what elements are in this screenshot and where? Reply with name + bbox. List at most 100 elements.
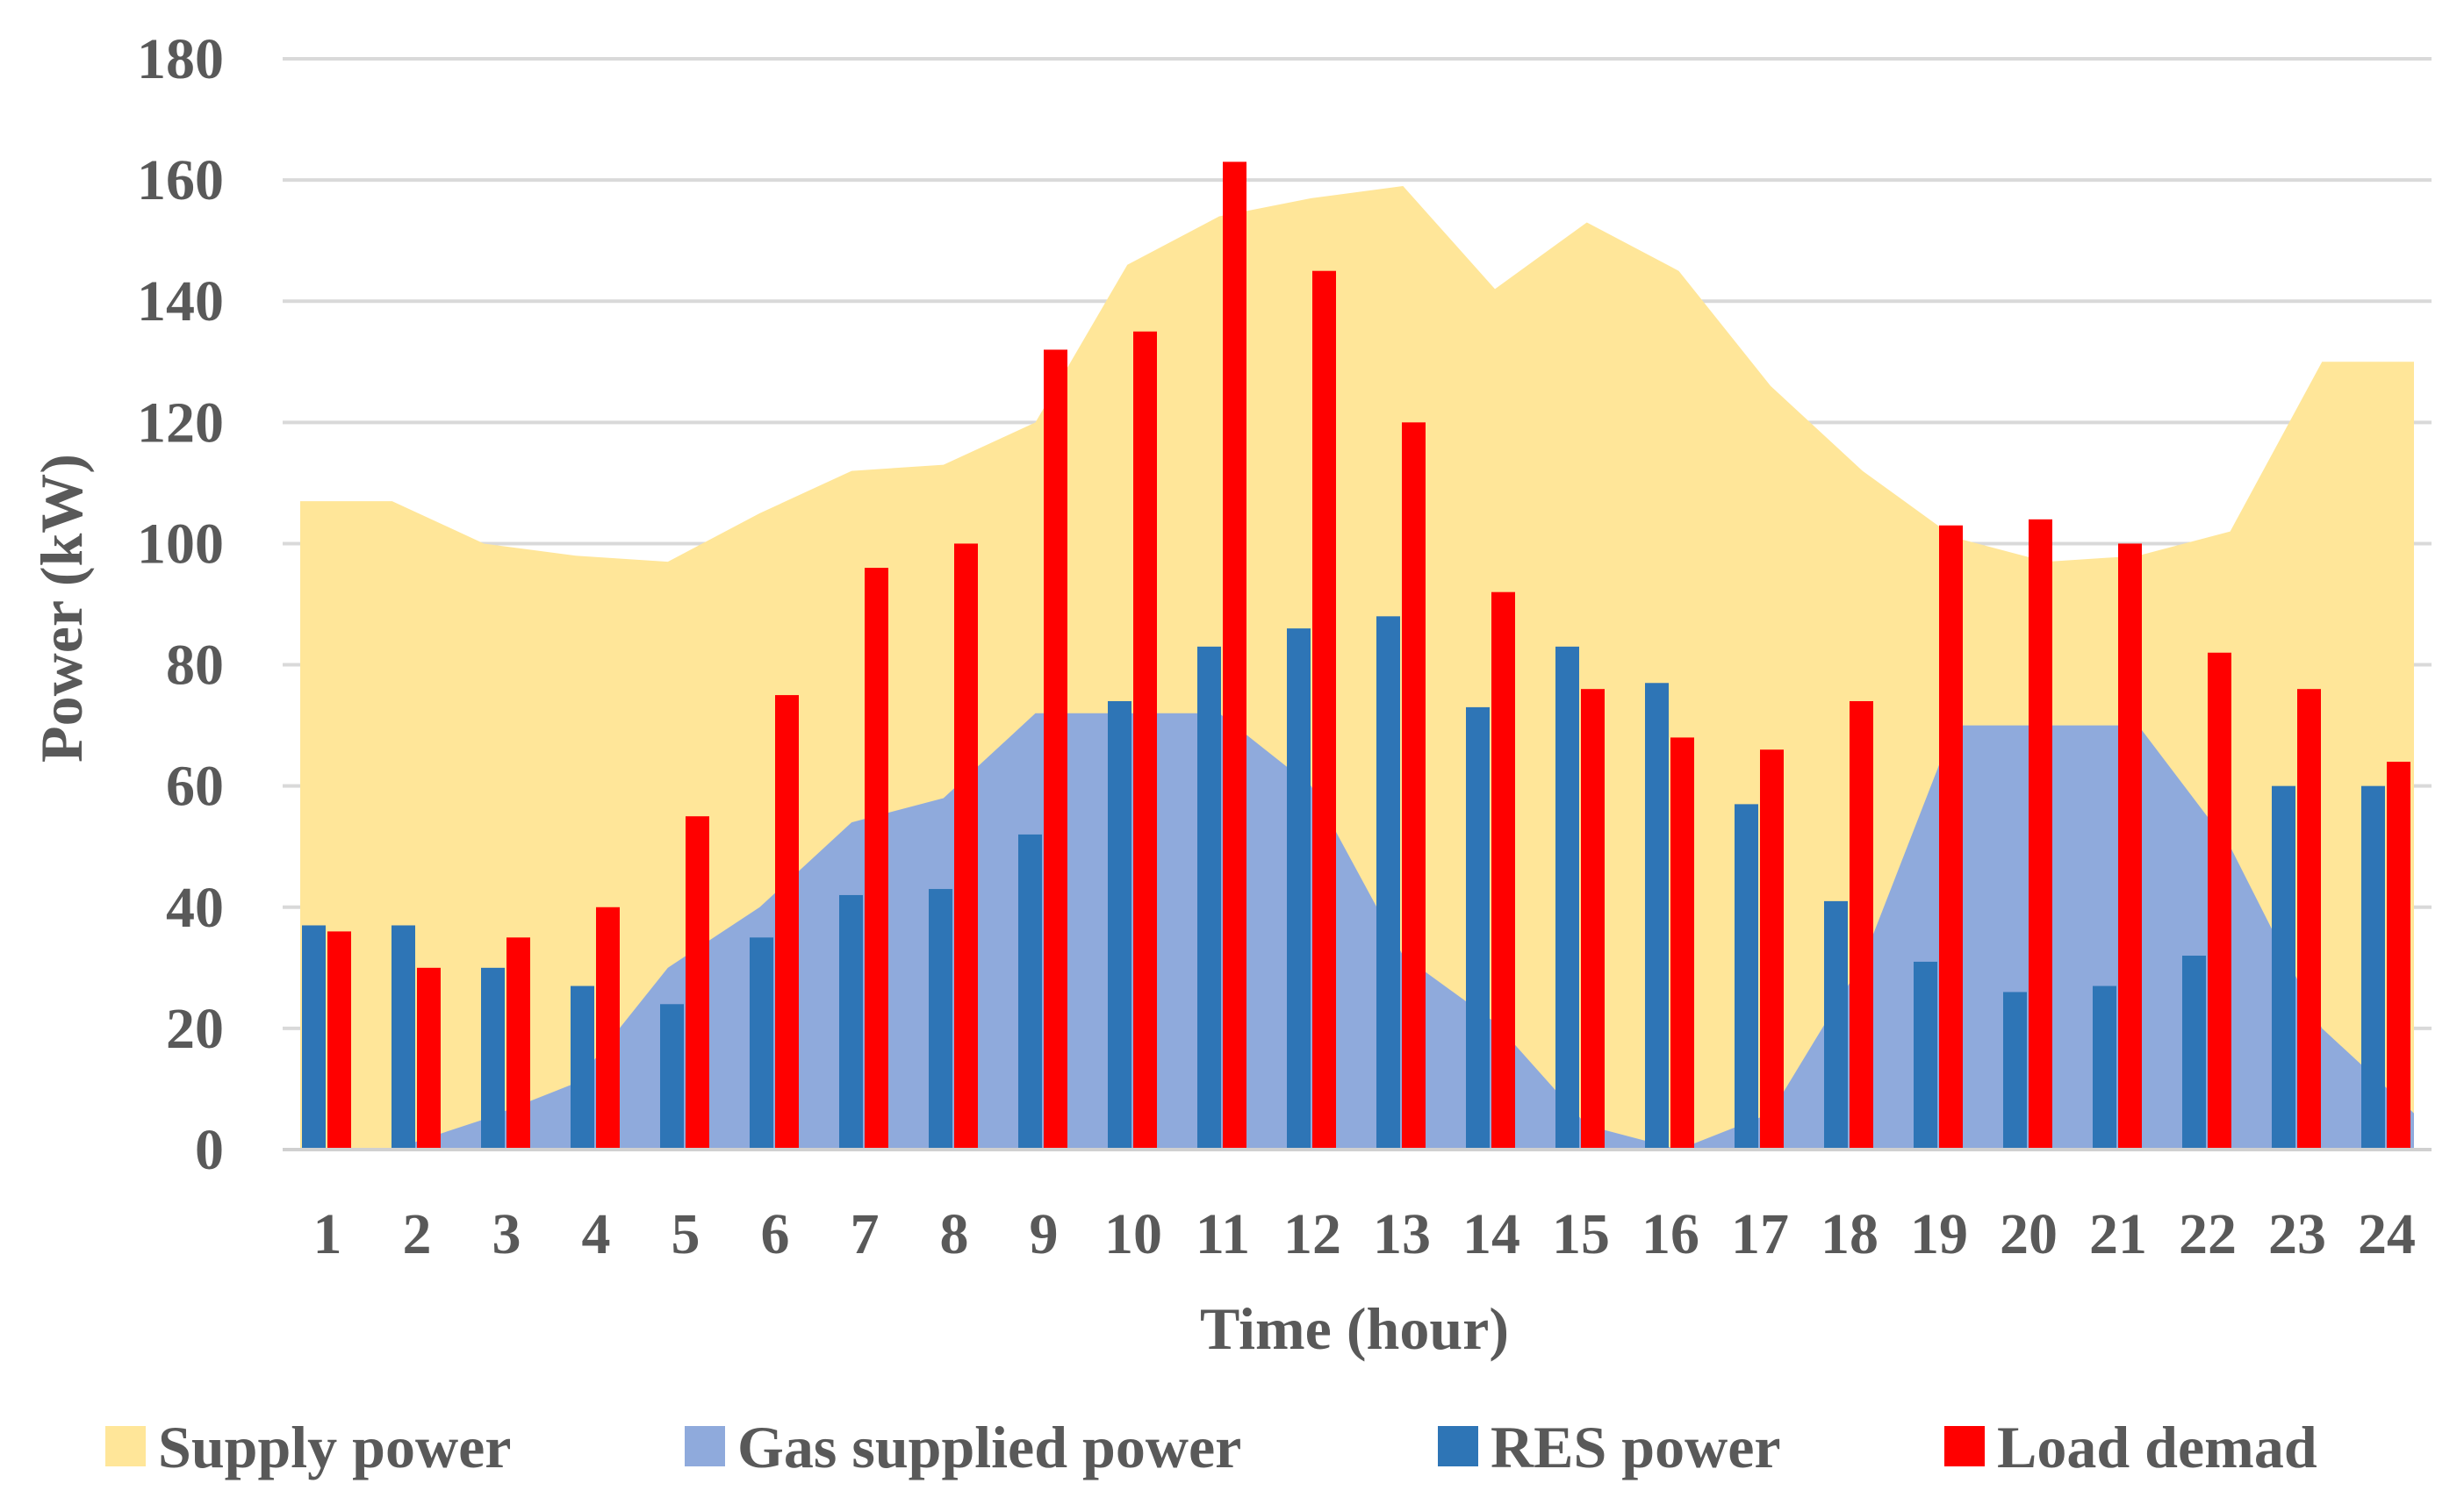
- x-tick-label: 13: [1373, 1202, 1431, 1266]
- bar-load-demad-10: [1133, 331, 1157, 1150]
- bar-load-demad-24: [2387, 762, 2410, 1150]
- bar-res-power-4: [571, 985, 594, 1150]
- bar-res-power-24: [2361, 785, 2385, 1150]
- bar-res-power-15: [1555, 646, 1579, 1150]
- x-tick-label: 17: [1731, 1202, 1789, 1266]
- x-tick-label: 15: [1552, 1202, 1610, 1266]
- legend-label-supply-power: Supply power: [158, 1414, 511, 1480]
- legend-swatch-gas-supplied-power: [685, 1426, 725, 1466]
- legend-swatch-res-power: [1438, 1426, 1478, 1466]
- x-tick-label: 5: [672, 1202, 700, 1266]
- bar-load-demad-17: [1760, 749, 1784, 1150]
- x-tick-label: 20: [2000, 1202, 2058, 1266]
- x-tick-labels: 1 2 3 4 5 6 7 8 9 10 11 12 13 14 15 16 17 18 19 20 21 22 23 24: [313, 1202, 2417, 1266]
- x-tick-label: 16: [1641, 1202, 1699, 1266]
- bar-res-power-2: [392, 925, 415, 1150]
- bar-load-demad-15: [1581, 689, 1605, 1150]
- y-tick-label: 60: [166, 755, 224, 819]
- x-tick-label: 6: [761, 1202, 790, 1266]
- bar-load-demad-11: [1223, 161, 1246, 1150]
- bar-res-power-23: [2272, 785, 2295, 1150]
- bar-load-demad-5: [686, 816, 709, 1150]
- bar-res-power-7: [839, 894, 863, 1150]
- bar-load-demad-4: [596, 907, 620, 1150]
- bar-load-demad-13: [1402, 422, 1426, 1150]
- bar-load-demad-6: [775, 695, 799, 1150]
- bar-load-demad-22: [2208, 652, 2231, 1150]
- y-tick-labels: 0 20 40 60 80 100 120 140 160 180: [137, 27, 224, 1182]
- bar-res-power-18: [1824, 900, 1848, 1150]
- bar-load-demad-1: [327, 931, 351, 1150]
- y-tick-label: 20: [166, 997, 224, 1061]
- bar-res-power-16: [1645, 683, 1669, 1150]
- bar-res-power-10: [1108, 700, 1131, 1150]
- x-tick-label: 2: [403, 1202, 432, 1266]
- x-tick-label: 24: [2358, 1202, 2416, 1266]
- y-tick-label: 40: [166, 876, 224, 940]
- y-axis-title: Power (kW): [28, 454, 95, 763]
- x-tick-label: 18: [1821, 1202, 1879, 1266]
- bar-load-demad-3: [506, 937, 530, 1150]
- bar-load-demad-21: [2118, 543, 2142, 1150]
- area-gas-supplied-power: [300, 713, 2414, 1150]
- x-tick-label: 1: [313, 1202, 342, 1266]
- bar-res-power-11: [1197, 646, 1221, 1150]
- legend-swatch-supply-power: [105, 1426, 146, 1466]
- bar-load-demad-19: [1939, 525, 1963, 1150]
- bar-load-demad-16: [1670, 737, 1694, 1150]
- x-tick-label: 21: [2089, 1202, 2147, 1266]
- y-tick-label: 160: [137, 148, 224, 212]
- x-tick-label: 4: [582, 1202, 611, 1266]
- legend-swatch-load-demad: [1944, 1426, 1985, 1466]
- x-tick-label: 22: [2179, 1202, 2237, 1266]
- bar-res-power-5: [660, 1004, 684, 1150]
- bar-series: [302, 161, 2410, 1150]
- x-tick-label: 19: [1910, 1202, 1968, 1266]
- bar-load-demad-7: [865, 568, 888, 1150]
- x-tick-label: 8: [940, 1202, 969, 1266]
- bar-res-power-21: [2093, 985, 2116, 1150]
- x-tick-label: 9: [1030, 1202, 1059, 1266]
- bar-load-demad-12: [1312, 270, 1336, 1150]
- y-tick-label: 100: [137, 512, 224, 576]
- area-series: [300, 186, 2414, 1150]
- x-axis-title: Time (hour): [1200, 1295, 1509, 1362]
- legend-label-load-demad: Load demad: [1997, 1414, 2317, 1480]
- bar-load-demad-18: [1850, 700, 1873, 1150]
- bar-load-demad-23: [2297, 689, 2321, 1150]
- y-tick-label: 120: [137, 391, 224, 455]
- bar-load-demad-2: [417, 967, 441, 1150]
- bar-res-power-3: [481, 967, 505, 1150]
- x-tick-label: 10: [1104, 1202, 1162, 1266]
- x-tick-label: 7: [851, 1202, 880, 1266]
- bar-res-power-9: [1018, 834, 1042, 1150]
- y-tick-label: 80: [166, 634, 224, 698]
- x-tick-label: 11: [1196, 1202, 1250, 1266]
- bar-res-power-14: [1466, 706, 1490, 1150]
- y-tick-label: 180: [137, 27, 224, 91]
- legend-label-res-power: RES power: [1491, 1414, 1781, 1480]
- bar-res-power-17: [1735, 804, 1758, 1150]
- bar-load-demad-9: [1044, 349, 1067, 1150]
- bar-res-power-13: [1376, 616, 1400, 1150]
- bar-res-power-19: [1914, 961, 1937, 1150]
- bar-res-power-20: [2003, 992, 2027, 1150]
- x-tick-label: 12: [1283, 1202, 1341, 1266]
- y-tick-label: 0: [195, 1118, 224, 1182]
- y-tick-label: 140: [137, 269, 224, 333]
- bar-res-power-22: [2182, 956, 2206, 1150]
- bar-load-demad-14: [1491, 591, 1515, 1150]
- bar-res-power-12: [1287, 628, 1311, 1150]
- bar-res-power-1: [302, 925, 326, 1150]
- bar-res-power-8: [929, 889, 952, 1150]
- bar-load-demad-8: [954, 543, 978, 1150]
- x-tick-label: 14: [1462, 1202, 1520, 1266]
- x-tick-label: 23: [2268, 1202, 2326, 1266]
- bar-load-demad-20: [2029, 519, 2052, 1150]
- legend: Supply power Gas supplied power RES powe…: [105, 1414, 2317, 1480]
- x-tick-label: 3: [492, 1202, 521, 1266]
- legend-label-gas-supplied-power: Gas supplied power: [737, 1414, 1241, 1480]
- bar-res-power-6: [750, 937, 773, 1150]
